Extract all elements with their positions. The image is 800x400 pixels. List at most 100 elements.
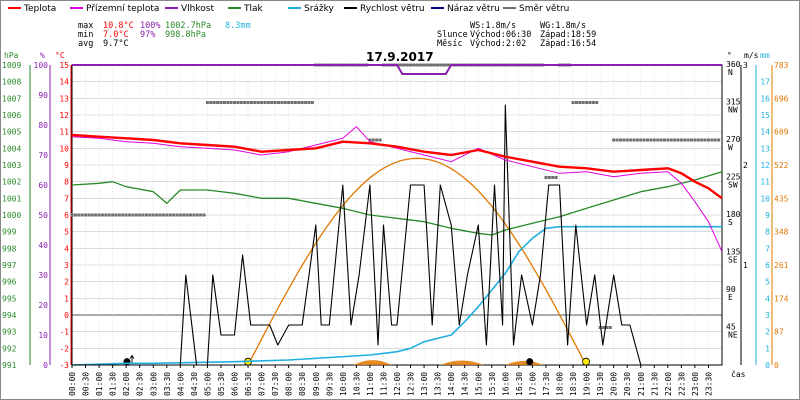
- wind-dir-point: [612, 138, 616, 142]
- stats-min-label: min: [78, 30, 93, 40]
- tick-label-degc: 13: [59, 94, 69, 103]
- wind-dir-point: [243, 101, 247, 104]
- wind-dir-point: [239, 101, 243, 104]
- tick-label-pct: 20: [38, 301, 48, 310]
- wind-dir-point: [422, 63, 426, 67]
- wind-dir-point: [673, 138, 677, 142]
- tick-label-dir: E: [728, 293, 733, 302]
- x-tick-label: 00:00: [68, 372, 77, 396]
- tick-label-hpa: 1000: [2, 211, 21, 220]
- tick-label-degc: -2: [59, 344, 69, 353]
- tick-label-pct: 50: [38, 211, 48, 220]
- tick-label-deg: 90: [726, 285, 736, 294]
- x-tick-label: 00:30: [82, 372, 91, 396]
- stats-ws: WS:1.8m/s: [470, 21, 516, 31]
- tick-label-degc: 7: [64, 194, 69, 203]
- wind-dir-point: [270, 101, 274, 104]
- wind-dir-point: [141, 213, 145, 217]
- wind-dir-point: [368, 138, 372, 142]
- tick-label-pct: 80: [38, 121, 48, 130]
- wind-dir-point: [419, 63, 423, 67]
- tick-label-degc: 14: [59, 78, 69, 87]
- wind-dir-point: [77, 213, 81, 217]
- wind-dir-point: [283, 101, 287, 104]
- tick-label-pct: 40: [38, 241, 48, 250]
- wind-dir-point: [629, 138, 633, 142]
- wind-dir-point: [131, 213, 135, 217]
- tick-label-hpa: 1001: [2, 194, 21, 203]
- tick-label-hpa: 1005: [2, 128, 21, 137]
- tick-label-deg: 315: [726, 98, 741, 107]
- stats-max-label: max: [78, 21, 93, 31]
- wind-dir-point: [94, 213, 98, 217]
- wind-dir-point: [602, 326, 606, 329]
- tick-label-degc: 5: [64, 228, 69, 237]
- wind-dir-point: [100, 213, 104, 217]
- axis-title-deg: °: [727, 51, 732, 60]
- tick-label-hpa: 1006: [2, 111, 21, 120]
- wind-dir-point: [446, 63, 450, 67]
- x-tick-label: 17:30: [542, 372, 551, 396]
- tick-label-degc: 4: [64, 244, 69, 253]
- stats-panel: max 10.8°C 100% 1002.7hPa 8.3mm min 7.0°…: [78, 21, 596, 49]
- wind-dir-point: [618, 138, 622, 142]
- x-tick-label: 23:30: [704, 372, 713, 396]
- tick-label-hpa: 1003: [2, 161, 21, 170]
- tick-label-ms: 2: [743, 161, 748, 170]
- wind-dir-point: [632, 138, 636, 142]
- wind-dir-point: [591, 101, 595, 104]
- tick-label-degc: -1: [59, 328, 69, 337]
- tick-label-hpa: 1004: [2, 144, 21, 153]
- series-layer: [70, 63, 723, 366]
- wind-dir-point: [574, 101, 578, 104]
- x-tick-label: 05:00: [203, 372, 212, 396]
- wind-dir-point: [121, 213, 125, 217]
- wind-dir-point: [669, 138, 673, 142]
- wind-dir-point: [304, 101, 308, 104]
- wind-dir-point: [104, 213, 108, 217]
- tick-label-pct: 60: [38, 181, 48, 190]
- wind-dir-point: [622, 138, 626, 142]
- rain-rate-area: [505, 360, 544, 365]
- wind-dir-point: [581, 101, 585, 104]
- x-tick-label: 07:00: [258, 372, 267, 396]
- tick-label-hpa: 991: [2, 361, 17, 370]
- tick-label-degc: -3: [59, 361, 69, 370]
- x-tick-label: 10:00: [339, 372, 348, 396]
- x-tick-label: 08:30: [298, 372, 307, 396]
- wind-dir-point: [70, 213, 74, 217]
- wind-dir-point: [178, 213, 182, 217]
- tick-label-degc: 6: [64, 211, 69, 220]
- tick-label-hpa: 995: [2, 294, 17, 303]
- tick-label-mm: 6: [765, 261, 770, 270]
- wind-dir-point: [371, 138, 375, 142]
- tick-label-rate: 0: [774, 361, 779, 370]
- wind-dir-point: [693, 138, 697, 142]
- wind-dir-point: [439, 63, 443, 67]
- wind-dir-point: [378, 138, 382, 142]
- left-axes: 9919929939949959969979989991000100110021…: [2, 61, 72, 370]
- wind-dir-point: [226, 101, 230, 104]
- wind-dir-point: [310, 101, 314, 104]
- wind-dir-point: [554, 176, 558, 179]
- x-tick-label: 19:00: [583, 372, 592, 396]
- stats-max-rain: 8.3mm: [225, 21, 251, 31]
- tick-label-hpa: 1002: [2, 178, 21, 187]
- wind-dir-point: [686, 138, 690, 142]
- x-tick-label: 05:30: [217, 372, 226, 396]
- moonset-marker-icon: [526, 358, 534, 366]
- tick-label-rate: 348: [774, 228, 789, 237]
- tick-label-rate: 609: [774, 128, 789, 137]
- right-axes: 360N315NW270W225SW180S135SE90E45NE123012…: [726, 60, 789, 370]
- wind-dir-point: [233, 101, 236, 104]
- wind-dir-point: [402, 63, 406, 67]
- legend-label-humidity: Vlhkost: [181, 4, 214, 14]
- wind-dir-point: [375, 138, 379, 142]
- wind-dir-point: [690, 138, 694, 142]
- series-temperature: [71, 133, 723, 200]
- wind-dir-point: [300, 101, 304, 104]
- wind-dir-point: [635, 138, 639, 142]
- x-tick-label: 13:00: [420, 372, 429, 396]
- tick-label-pct: 90: [38, 91, 48, 100]
